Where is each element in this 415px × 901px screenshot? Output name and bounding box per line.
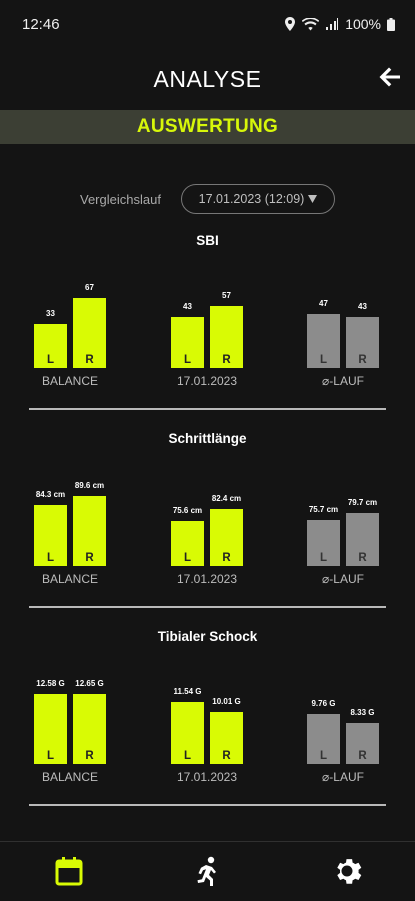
bar-side-label: R: [222, 750, 231, 762]
bar-value-label: 79.7 cm: [347, 498, 378, 507]
nav-run[interactable]: [192, 854, 224, 888]
bar-left: L: [307, 314, 340, 368]
bar-side-label: R: [85, 750, 94, 762]
section-divider: [29, 408, 386, 410]
section-divider: [29, 606, 386, 608]
group-label: ⌀-LAUF: [322, 374, 364, 388]
bar-right: R: [210, 509, 243, 566]
bar-value-label: 11.54 G: [173, 687, 202, 696]
bar-value-label: 12.58 G: [36, 679, 65, 688]
bar-right: R: [210, 712, 243, 764]
bar-right: R: [346, 513, 379, 566]
signal-icon: [326, 17, 339, 30]
bar-value-label: 75.7 cm: [308, 505, 339, 514]
section-title: Tibialer Schock: [157, 629, 258, 644]
bar-right: R: [73, 298, 106, 368]
group-label: 17.01.2023: [176, 770, 238, 784]
bar-side-label: R: [358, 750, 367, 762]
bar-value-label: 89.6 cm: [74, 481, 105, 490]
bar-right: R: [210, 306, 243, 368]
page-title: ANALYSE: [153, 66, 262, 92]
bar-left: L: [307, 520, 340, 566]
calendar-icon: [55, 857, 83, 886]
group-label: ⌀-LAUF: [322, 572, 364, 586]
section-title: Schrittlänge: [168, 431, 247, 446]
bar-value-label: 12.65 G: [75, 679, 104, 688]
compare-run-select[interactable]: 17.01.2023 (12:09): [181, 184, 335, 214]
section-title: SBI: [196, 233, 219, 248]
group-label: BALANCE: [41, 374, 99, 388]
compare-run-label: Vergleichslauf: [80, 192, 161, 207]
bar-value-label: 82.4 cm: [211, 494, 242, 503]
runner-icon: [197, 856, 216, 886]
group-label: ⌀-LAUF: [322, 770, 364, 784]
bottom-navigation: [0, 841, 415, 901]
group-label: 17.01.2023: [176, 572, 238, 586]
bar-value-label: 33: [46, 309, 55, 318]
bar-value-label: 43: [358, 302, 367, 311]
bar-side-label: L: [319, 354, 328, 366]
section-divider: [29, 804, 386, 806]
bar-side-label: L: [319, 552, 328, 564]
bar-side-label: L: [319, 750, 328, 762]
bar-side-label: L: [46, 552, 55, 564]
bar-value-label: 9.76 G: [311, 699, 336, 708]
bar-right: R: [346, 317, 379, 368]
bar-side-label: R: [358, 552, 367, 564]
compare-run-row: Vergleichslauf 17.01.2023 (12:09): [0, 184, 415, 216]
compare-run-value: 17.01.2023 (12:09): [198, 192, 305, 206]
status-time: 12:46: [22, 16, 60, 33]
bar-side-label: R: [358, 354, 367, 366]
section-banner: AUSWERTUNG: [0, 110, 415, 144]
arrow-back-icon[interactable]: [377, 64, 403, 90]
nav-settings[interactable]: [331, 854, 363, 888]
bar-side-label: L: [183, 552, 192, 564]
nav-calendar[interactable]: [53, 854, 85, 888]
bar-side-label: R: [85, 552, 94, 564]
bar-right: R: [346, 723, 379, 764]
group-label: BALANCE: [41, 572, 99, 586]
battery-icon: [387, 17, 395, 31]
bar-left: L: [307, 714, 340, 764]
bar-side-label: R: [85, 354, 94, 366]
bar-left: L: [34, 324, 67, 368]
bar-value-label: 75.6 cm: [172, 506, 203, 515]
bar-left: L: [171, 702, 204, 764]
group-label: 17.01.2023: [176, 374, 238, 388]
bar-side-label: R: [222, 552, 231, 564]
bar-left: L: [171, 521, 204, 566]
bar-right: R: [73, 694, 106, 764]
location-icon: [285, 17, 296, 31]
banner-title: AUSWERTUNG: [136, 116, 279, 137]
bar-value-label: 84.3 cm: [35, 490, 66, 499]
wifi-icon: [302, 17, 320, 30]
gear-icon: [337, 859, 362, 884]
group-label: BALANCE: [41, 770, 99, 784]
battery-level: 100%: [345, 16, 381, 32]
bar-left: L: [171, 317, 204, 368]
bar-left: L: [34, 694, 67, 764]
status-bar: 12:46 100%: [0, 0, 415, 52]
bar-value-label: 67: [85, 283, 94, 292]
app-header: ANALYSE: [0, 52, 415, 106]
bar-value-label: 43: [183, 302, 192, 311]
dropdown-arrow-icon: [308, 195, 318, 203]
bar-right: R: [73, 496, 106, 566]
bar-side-label: L: [183, 354, 192, 366]
bar-value-label: 10.01 G: [212, 697, 241, 706]
bar-value-label: 8.33 G: [350, 708, 375, 717]
bar-value-label: 47: [319, 299, 328, 308]
bar-side-label: L: [46, 354, 55, 366]
bar-side-label: L: [183, 750, 192, 762]
bar-left: L: [34, 505, 67, 566]
bar-side-label: L: [46, 750, 55, 762]
bar-side-label: R: [222, 354, 231, 366]
status-icons: 100%: [284, 16, 395, 32]
bar-value-label: 57: [222, 291, 231, 300]
